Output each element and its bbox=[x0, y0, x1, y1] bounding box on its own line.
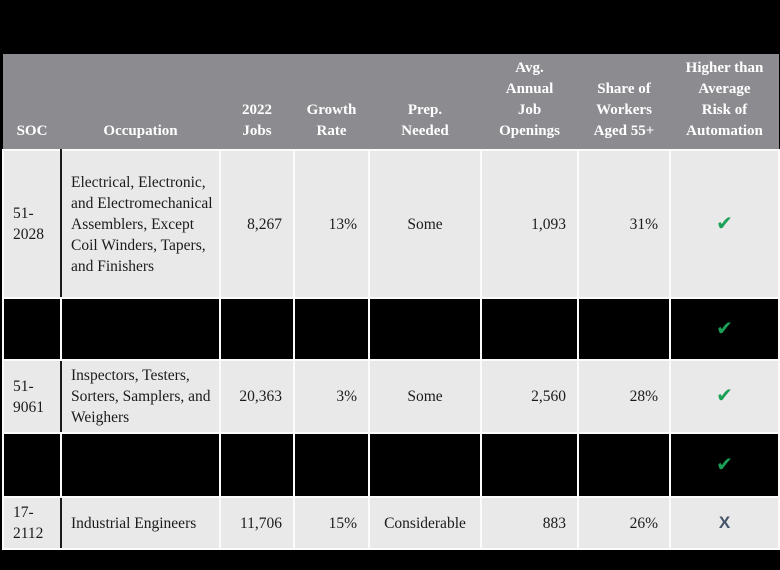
cell-share_workers_55: 28% bbox=[577, 359, 671, 434]
table-header: SOC Occupation 2022 Jobs Growth Rate Prep. N… bbox=[3, 54, 779, 150]
redacted-cell bbox=[293, 432, 370, 498]
cell-avg_annual_job_openings: 1,093 bbox=[480, 149, 579, 299]
risk-check-icon: ✔ bbox=[716, 315, 733, 340]
redacted-cell bbox=[219, 432, 295, 498]
risk-x-icon: X bbox=[718, 512, 731, 532]
cell-soc: 17-2112 bbox=[2, 496, 62, 550]
cell-growth_rate: 13% bbox=[293, 149, 370, 299]
redacted-cell bbox=[480, 297, 579, 361]
redacted-cell bbox=[577, 297, 671, 361]
cell-occupation: Industrial Engineers bbox=[60, 496, 221, 550]
column-header-occupation: Occupation bbox=[61, 54, 220, 150]
cell-growth_rate: 3% bbox=[293, 359, 370, 434]
occupation-table: SOC Occupation 2022 Jobs Growth Rate Prep. N… bbox=[2, 54, 780, 550]
cell-automation-risk: ✔ bbox=[669, 297, 780, 361]
column-header-avg_annual_job_openings: Avg. Annual Job Openings bbox=[481, 54, 578, 150]
cell-jobs_2022: 8,267 bbox=[219, 149, 295, 299]
column-header-growth_rate: Growth Rate bbox=[294, 54, 369, 150]
redacted-cell bbox=[577, 432, 671, 498]
cell-automation-risk: ✔ bbox=[669, 149, 780, 299]
cell-occupation: Electrical, Electronic, and Electromecha… bbox=[60, 149, 221, 299]
column-header-share_workers_55: Share of Workers Aged 55+ bbox=[578, 54, 670, 150]
cell-share_workers_55: 26% bbox=[577, 496, 671, 550]
redacted-cell bbox=[480, 432, 579, 498]
redacted-cell bbox=[2, 432, 62, 498]
column-header-soc: SOC bbox=[3, 54, 61, 150]
cell-avg_annual_job_openings: 883 bbox=[480, 496, 579, 550]
cell-avg_annual_job_openings: 2,560 bbox=[480, 359, 579, 434]
table-row: 17-2112 Industrial Engineers 11,706 15% Cons… bbox=[2, 496, 780, 550]
cell-prep_needed: Some bbox=[368, 149, 482, 299]
cell-occupation: Inspectors, Testers, Sorters, Samplers, … bbox=[60, 359, 221, 434]
redacted-cell bbox=[368, 297, 482, 361]
table-row-redacted: ✔ bbox=[2, 297, 780, 361]
cell-automation-risk: ✔ bbox=[669, 359, 780, 434]
redacted-cell bbox=[219, 297, 295, 361]
redacted-cell bbox=[60, 297, 221, 361]
column-header-automation_risk: Higher than Average Risk of Automation bbox=[670, 54, 779, 150]
redacted-cell bbox=[60, 432, 221, 498]
column-header-prep_needed: Prep. Needed bbox=[369, 54, 481, 150]
cell-prep_needed: Some bbox=[368, 359, 482, 434]
cell-automation-risk: ✔ bbox=[669, 432, 780, 498]
table-row: 51-9061 Inspectors, Testers, Sorters, Sam… bbox=[2, 359, 780, 434]
table-row-redacted: ✔ bbox=[2, 432, 780, 498]
risk-check-icon: ✔ bbox=[716, 210, 733, 235]
cell-share_workers_55: 31% bbox=[577, 149, 671, 299]
column-header-jobs_2022: 2022 Jobs bbox=[220, 54, 294, 150]
table-body: 51-2028 Electrical, Electronic, and Elect… bbox=[2, 149, 780, 550]
redacted-cell bbox=[2, 297, 62, 361]
redacted-cell bbox=[368, 432, 482, 498]
cell-jobs_2022: 20,363 bbox=[219, 359, 295, 434]
cell-automation-risk: X bbox=[669, 496, 780, 550]
header-row: SOC Occupation 2022 Jobs Growth Rate Prep. N… bbox=[3, 54, 779, 150]
redacted-cell bbox=[293, 297, 370, 361]
table-row: 51-2028 Electrical, Electronic, and Elect… bbox=[2, 149, 780, 299]
cell-growth_rate: 15% bbox=[293, 496, 370, 550]
cell-prep_needed: Considerable bbox=[368, 496, 482, 550]
cell-soc: 51-2028 bbox=[2, 149, 62, 299]
risk-check-icon: ✔ bbox=[716, 383, 733, 407]
cell-soc: 51-9061 bbox=[2, 359, 62, 434]
cell-jobs_2022: 11,706 bbox=[219, 496, 295, 550]
risk-check-icon: ✔ bbox=[716, 451, 733, 476]
